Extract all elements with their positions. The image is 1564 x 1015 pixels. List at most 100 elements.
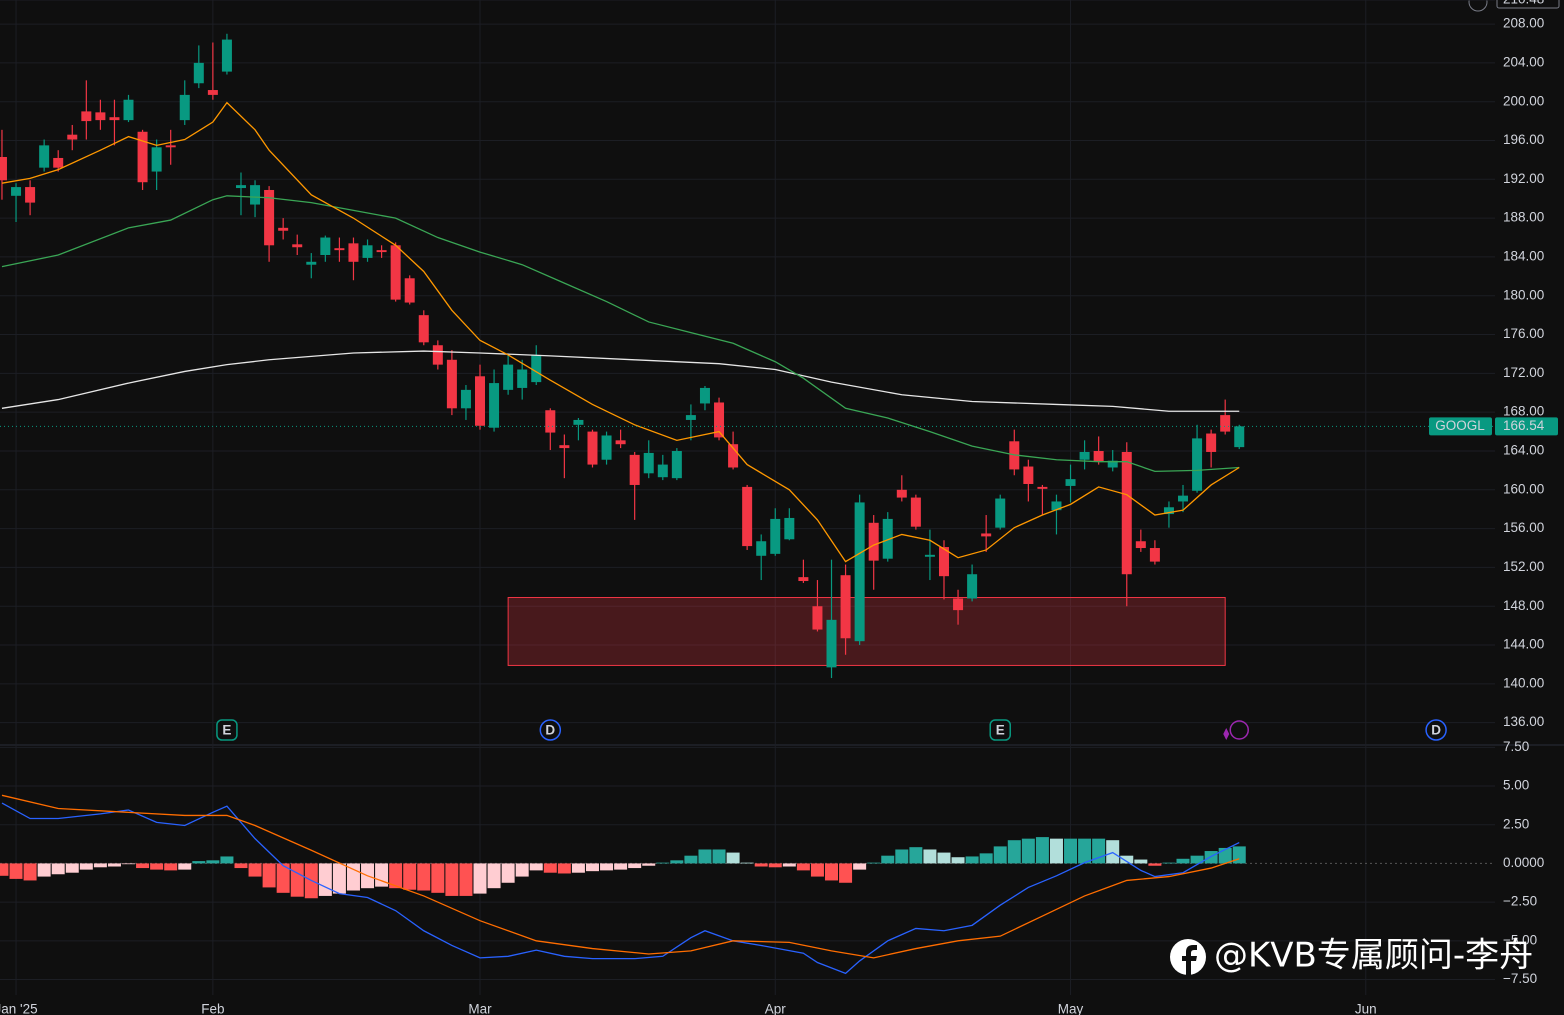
histogram-bar	[923, 849, 937, 864]
histogram-bar	[796, 863, 810, 871]
candle-body	[798, 577, 809, 582]
x-tick-label: Mar	[468, 1002, 492, 1015]
candle-body	[11, 187, 22, 196]
candle-body	[390, 245, 401, 300]
candle-body	[67, 134, 78, 140]
symbol-tag-box	[1429, 417, 1492, 436]
histogram-bar	[1204, 851, 1218, 864]
histogram-bar	[1007, 840, 1021, 864]
y-tick-label: 136.00	[1503, 714, 1544, 729]
candle-body	[362, 245, 373, 258]
event-badge	[216, 719, 238, 741]
histogram-bar	[670, 860, 684, 864]
histogram-bar	[93, 863, 107, 868]
y-tick-label: 204.00	[1503, 54, 1544, 69]
histogram-bar	[1218, 847, 1232, 864]
histogram-bar	[23, 863, 37, 881]
candle-body	[995, 498, 1006, 528]
candle-body	[1079, 451, 1090, 460]
y-tick-label: 208.00	[1503, 16, 1544, 31]
histogram-bar	[164, 863, 178, 871]
histogram-bar	[318, 863, 332, 896]
price-tag-box	[1495, 417, 1558, 436]
histogram-bar	[136, 863, 150, 869]
histogram-bar	[459, 863, 473, 896]
candle-body	[489, 383, 500, 428]
candle-body	[938, 547, 949, 577]
histogram-bar	[375, 863, 389, 887]
histogram-bar	[585, 863, 599, 872]
histogram-bar	[543, 863, 557, 873]
macd-line	[1, 802, 1240, 975]
histogram-bar	[1035, 837, 1049, 864]
candle-body	[432, 345, 443, 365]
y-tick-label: 210.48	[1503, 0, 1544, 7]
y-tick-label: 172.00	[1503, 365, 1544, 380]
histogram-bar	[965, 856, 979, 864]
candle-body	[292, 244, 303, 248]
histogram-bar	[937, 852, 951, 864]
candle-body	[165, 145, 176, 148]
histogram-bar	[473, 863, 487, 894]
candle-body	[25, 187, 36, 203]
histogram-bar	[431, 863, 445, 893]
y-tick-label: −5.00	[1503, 932, 1537, 947]
candle-body	[756, 541, 767, 556]
candle-body	[671, 450, 682, 479]
histogram-bar	[782, 863, 796, 867]
histogram-bar	[1190, 855, 1204, 864]
candle-body	[1107, 460, 1118, 468]
candle-body	[250, 185, 261, 205]
y-tick-label: 160.00	[1503, 481, 1544, 496]
candle-body	[910, 497, 921, 527]
histogram-bar	[1106, 840, 1120, 864]
candle-body	[685, 415, 696, 420]
histogram-bar	[628, 863, 642, 869]
histogram-bar	[810, 863, 824, 877]
moving-average	[1, 101, 1240, 563]
candle-body	[1051, 501, 1062, 511]
y-tick-label: 180.00	[1503, 287, 1544, 302]
candle-body	[1220, 415, 1231, 432]
candle-body	[348, 243, 359, 262]
histogram-bar	[65, 863, 79, 873]
y-tick-label: 200.00	[1503, 93, 1544, 108]
event-label: E	[222, 723, 231, 738]
candle-body	[123, 99, 134, 121]
candle-body	[334, 248, 345, 251]
histogram-bar	[51, 863, 65, 875]
histogram-bar	[712, 849, 726, 864]
histogram-bar	[389, 863, 403, 889]
event-label: D	[1431, 723, 1441, 738]
y-tick-label: 164.00	[1503, 443, 1544, 458]
add-button[interactable]	[1468, 0, 1488, 12]
histogram-bar	[107, 863, 121, 867]
event-marker: E	[989, 719, 1011, 741]
y-tick-label: 156.00	[1503, 520, 1544, 535]
y-tick-label: 152.00	[1503, 559, 1544, 574]
histogram-bar	[332, 863, 346, 894]
event-badge	[989, 719, 1011, 741]
x-tick-label: Jun	[1355, 1002, 1377, 1015]
histogram-bar	[290, 863, 304, 897]
histogram-bar	[600, 863, 614, 871]
candle-body	[179, 94, 190, 121]
candle-body	[446, 359, 457, 409]
candle-body	[967, 574, 978, 599]
candle-body	[404, 278, 415, 303]
candle-body	[784, 517, 795, 540]
candle-body	[376, 250, 387, 253]
candle-body	[1163, 507, 1174, 515]
candle-body	[587, 431, 598, 465]
candle-body	[868, 522, 879, 561]
candle-body	[207, 90, 218, 95]
candle-body	[1065, 479, 1076, 486]
candle-body	[1093, 450, 1104, 462]
candle-body	[1192, 438, 1203, 491]
candle-body	[981, 533, 992, 537]
histogram-bar	[1176, 858, 1190, 864]
candle-body	[39, 145, 50, 168]
candle-body	[1037, 486, 1048, 489]
symbol-tag: GOOGL	[1429, 417, 1492, 436]
